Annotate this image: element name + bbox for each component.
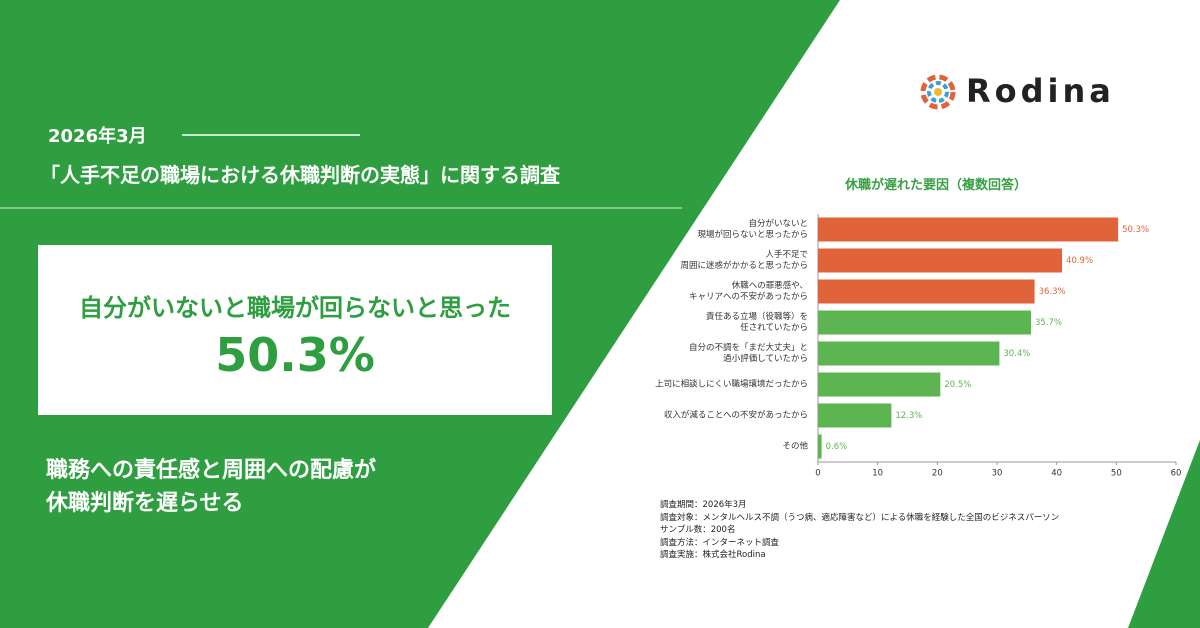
x-tick-label: 10 — [872, 469, 883, 479]
category-label: 上司に相談しにくい職場環境だったから — [655, 379, 808, 389]
survey-note: 調査対象：メンタルヘルス不調（うつ病、適応障害など）による休職を経験した全国のビ… — [660, 512, 1060, 523]
category-label: 責任ある立場（役職等）を 任されていたから — [705, 311, 808, 333]
x-tick-label: 60 — [1171, 469, 1182, 479]
bar — [818, 279, 1035, 304]
bar — [818, 403, 892, 428]
value-label: 30.4% — [1003, 349, 1030, 359]
bar — [818, 434, 822, 459]
category-label: 収入が減ることへの不安があったから — [663, 410, 808, 420]
survey-note: サンプル数：200名 — [660, 525, 736, 535]
date: 2026年3月 — [48, 126, 147, 147]
logo-icon — [920, 74, 956, 110]
value-label: 35.7% — [1035, 318, 1062, 328]
survey-note: 調査期間：2026年3月 — [660, 500, 747, 510]
category-label: 休職への罪悪感や、 キャリアへの不安があったから — [688, 280, 808, 302]
value-label: 12.3% — [895, 411, 922, 421]
x-tick-label: 20 — [932, 469, 943, 479]
chart: 0 10 20 30 40 50 60 50.3% 40.9% 36.3% 35.7% 30.4% 20… — [815, 214, 1181, 479]
value-label: 40.9% — [1066, 256, 1093, 266]
survey-title: 「人手不足の職場における休職判断の実態」に関する調査 — [40, 163, 560, 187]
survey-note: 調査方法：インターネット調査 — [660, 537, 780, 548]
highlight-box — [38, 245, 552, 415]
bar — [818, 310, 1032, 335]
chart-title: 休職が遅れた要因（複数回答） — [845, 178, 1028, 193]
x-tick-label: 30 — [992, 469, 1003, 479]
green-corner — [1128, 440, 1200, 628]
value-label: 36.3% — [1039, 287, 1066, 297]
x-tick-label: 40 — [1051, 469, 1062, 479]
category-label: 自分がいないと 現場が回らないと思ったから — [697, 218, 808, 240]
bar — [818, 248, 1063, 273]
bar — [818, 372, 941, 397]
bar — [818, 217, 1119, 242]
category-label: その他 — [782, 441, 808, 451]
highlight-text: 自分がいないと職場が回らないと思った — [79, 294, 511, 322]
value-label: 50.3% — [1122, 225, 1149, 235]
tagline: 職務への責任感と周囲への配慮が — [46, 458, 377, 483]
category-label: 自分の不調を「まだ大丈夫」と 過小評価していたから — [688, 342, 808, 364]
logo: Rodina — [966, 72, 1115, 110]
category-label: 人手不足で 周囲に迷惑がかかると思ったから — [680, 249, 808, 271]
bar — [818, 341, 1000, 366]
survey-note: 調査実施：株式会社Rodina — [660, 550, 766, 560]
highlight-value: 50.3% — [215, 328, 375, 382]
x-tick-label: 0 — [815, 469, 820, 479]
tagline: 休職判断を遅らせる — [46, 491, 244, 516]
x-tick-label: 50 — [1111, 469, 1122, 479]
value-label: 20.5% — [944, 380, 971, 390]
value-label: 0.6% — [826, 442, 848, 452]
